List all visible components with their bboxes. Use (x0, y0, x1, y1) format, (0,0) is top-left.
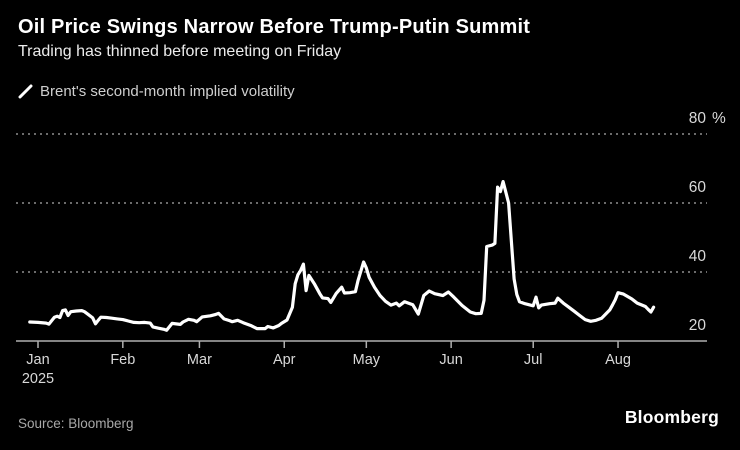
y-axis-unit: % (712, 110, 726, 127)
y-axis-label-80: 80 (688, 110, 706, 127)
x-axis-label-mar: Mar (186, 352, 212, 368)
line-series-marker-icon (18, 84, 33, 99)
x-axis-label-may: May (352, 352, 381, 368)
x-axis-label-jul: Jul (523, 352, 543, 368)
series-line-implied-volatility (28, 180, 656, 332)
chart-subtitle: Trading has thinned before meeting on Fr… (18, 43, 342, 60)
y-axis-label-60: 60 (688, 179, 706, 196)
x-axis-label-jan: Jan (26, 352, 50, 368)
bloomberg-logo: Bloomberg (624, 407, 719, 427)
chart-title: Oil Price Swings Narrow Before Trump-Put… (18, 16, 531, 38)
legend-label: Brent's second-month implied volatility (40, 83, 295, 100)
y-axis-label-20: 20 (688, 317, 706, 334)
x-axis-label-apr: Apr (272, 352, 296, 368)
x-axis-label-jun: Jun (439, 352, 463, 368)
x-axis-label-aug: Aug (605, 352, 631, 368)
x-axis-label-feb: Feb (110, 352, 136, 368)
source-attribution: Source: Bloomberg (18, 416, 134, 431)
y-axis-label-40: 40 (688, 248, 706, 265)
x-axis-year-label: 2025 (21, 371, 55, 387)
legend-item: Brent's second-month implied volatility (18, 83, 295, 100)
